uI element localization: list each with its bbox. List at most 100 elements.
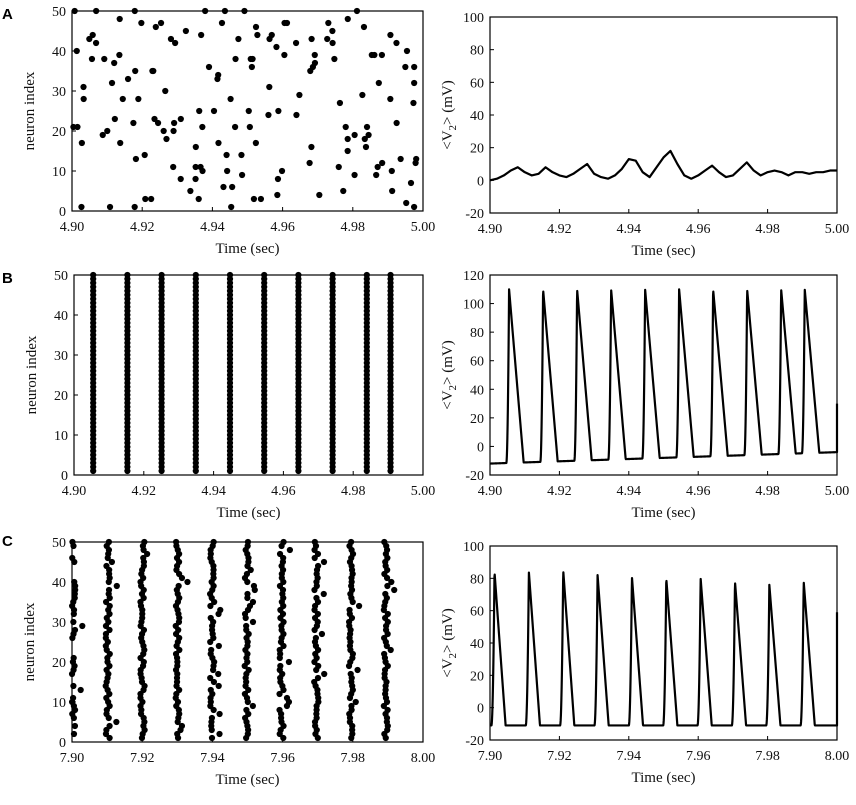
spike-dot bbox=[77, 686, 84, 694]
spike-dot bbox=[381, 634, 388, 642]
spike-dot bbox=[387, 271, 394, 279]
spike-dot bbox=[249, 598, 257, 606]
spike-dot bbox=[197, 163, 204, 171]
x-tick-label: 4.94 bbox=[617, 484, 642, 499]
panel-letter-a: A bbox=[2, 6, 13, 23]
spike-dot bbox=[344, 135, 351, 143]
x-tick-label: 7.90 bbox=[60, 751, 85, 766]
y-tick-label: 0 bbox=[59, 205, 66, 220]
y-tick-label: 20 bbox=[54, 389, 68, 404]
spike-dot bbox=[220, 183, 227, 191]
spike-dot bbox=[325, 19, 332, 27]
spike-dot bbox=[316, 191, 323, 199]
spike-dot bbox=[105, 586, 113, 594]
spike-dot bbox=[384, 706, 391, 714]
spike-dot bbox=[208, 734, 216, 742]
voltage-trace-line bbox=[489, 288, 839, 465]
y-tick-label: 10 bbox=[52, 696, 66, 711]
spike-dot bbox=[342, 123, 349, 131]
spike-dot bbox=[90, 271, 97, 279]
spike-dot bbox=[249, 618, 257, 626]
spike-dot bbox=[167, 35, 175, 43]
spike-dot bbox=[359, 91, 366, 99]
spike-dot bbox=[210, 678, 218, 686]
spike-dot bbox=[373, 171, 380, 179]
x-axis-label: Time (sec) bbox=[631, 243, 695, 259]
y-tick-label: -20 bbox=[465, 734, 484, 749]
y-tick-label: 100 bbox=[463, 540, 484, 555]
spike-dot bbox=[244, 590, 251, 598]
spike-dot bbox=[207, 674, 214, 682]
y-tick-label: 120 bbox=[463, 269, 484, 284]
spike-dot bbox=[378, 51, 386, 59]
spike-dot bbox=[335, 163, 342, 171]
spike-dot bbox=[198, 31, 205, 39]
spike-dot bbox=[403, 47, 411, 55]
x-tick-label: 7.94 bbox=[200, 751, 225, 766]
spike-dot bbox=[131, 203, 138, 211]
spike-dot bbox=[382, 590, 389, 598]
spike-dot bbox=[80, 83, 87, 91]
spike-dot bbox=[266, 83, 273, 91]
spike-dot bbox=[293, 111, 300, 119]
spike-dot bbox=[311, 678, 318, 686]
spike-dot bbox=[340, 187, 347, 195]
spike-dot bbox=[412, 159, 419, 167]
x-tick-label: 7.96 bbox=[686, 749, 711, 764]
spike-dot bbox=[254, 31, 261, 39]
spike-dot bbox=[280, 734, 287, 742]
spike-dot bbox=[124, 75, 132, 83]
x-tick-label: 4.90 bbox=[62, 484, 87, 499]
spike-dot bbox=[348, 538, 355, 546]
spike-dot bbox=[210, 107, 218, 115]
spike-dot bbox=[79, 622, 86, 630]
x-tick-label: 4.96 bbox=[271, 484, 296, 499]
y-tick-label: 20 bbox=[470, 142, 484, 157]
spike-dot bbox=[361, 135, 368, 143]
spike-dot bbox=[162, 87, 169, 95]
y-tick-label: 50 bbox=[52, 5, 66, 20]
spike-dot bbox=[324, 35, 331, 43]
spike-dot bbox=[285, 658, 293, 666]
spike-dot bbox=[351, 131, 358, 139]
spike-dot bbox=[354, 666, 361, 674]
x-tick-label: 4.98 bbox=[755, 222, 780, 237]
spike-dot bbox=[170, 163, 177, 171]
spike-dot bbox=[163, 135, 170, 143]
spike-dot bbox=[195, 195, 202, 203]
spike-dot bbox=[187, 187, 194, 195]
x-tick-label: 4.92 bbox=[547, 484, 572, 499]
y-tick-label: 10 bbox=[52, 165, 66, 180]
x-tick-label: 4.98 bbox=[341, 220, 366, 235]
spike-dot bbox=[397, 155, 404, 163]
spike-dot bbox=[365, 131, 372, 139]
spike-dot bbox=[113, 582, 120, 590]
x-tick-label: 7.96 bbox=[270, 751, 295, 766]
spike-dot bbox=[344, 15, 351, 23]
spike-dot bbox=[368, 51, 375, 59]
spike-dot bbox=[277, 662, 284, 670]
spike-dot bbox=[245, 107, 252, 115]
spike-dot bbox=[182, 27, 189, 35]
spike-dot bbox=[360, 23, 368, 31]
spike-dot bbox=[215, 682, 222, 690]
spike-dot bbox=[157, 19, 165, 27]
y-axis-label: neuron index bbox=[22, 71, 38, 150]
spike-dot bbox=[141, 538, 148, 546]
x-tick-label: 8.00 bbox=[411, 751, 436, 766]
spike-dot bbox=[135, 95, 142, 103]
spike-dot bbox=[276, 550, 284, 558]
spike-dot bbox=[192, 271, 199, 279]
spike-dot bbox=[245, 666, 252, 674]
spike-dot bbox=[315, 662, 322, 670]
spike-dot bbox=[238, 171, 246, 179]
spike-dot bbox=[227, 95, 234, 103]
x-tick-label: 5.00 bbox=[825, 484, 850, 499]
y-tick-label: 10 bbox=[54, 429, 68, 444]
spike-dot bbox=[117, 139, 124, 147]
x-tick-label: 4.92 bbox=[130, 220, 155, 235]
spike-dot bbox=[411, 79, 418, 87]
spike-dot bbox=[355, 602, 363, 610]
x-tick-label: 4.90 bbox=[478, 222, 503, 237]
spike-dot bbox=[248, 63, 255, 71]
